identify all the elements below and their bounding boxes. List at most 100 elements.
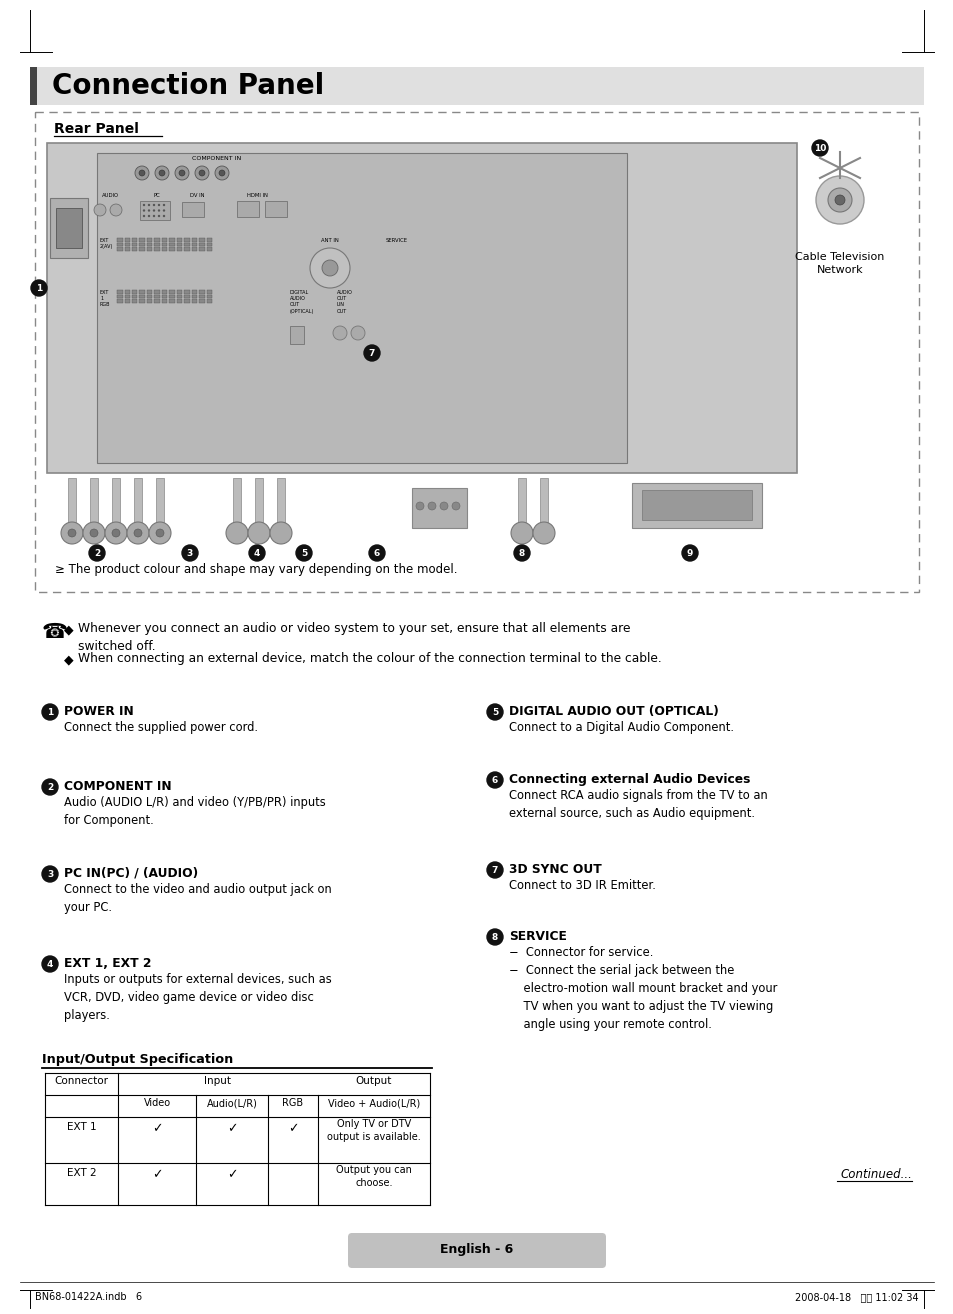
Bar xyxy=(147,247,152,251)
Bar xyxy=(97,152,626,463)
Bar xyxy=(56,208,82,248)
Circle shape xyxy=(811,141,827,156)
Bar xyxy=(132,294,137,298)
Text: Whenever you connect an audio or video system to your set, ensure that all eleme: Whenever you connect an audio or video s… xyxy=(78,622,630,653)
Bar xyxy=(182,202,204,217)
Text: Only TV or DTV
output is available.: Only TV or DTV output is available. xyxy=(327,1120,420,1142)
Bar xyxy=(132,300,137,302)
Bar xyxy=(207,294,213,298)
Text: ✓: ✓ xyxy=(152,1168,162,1181)
Bar xyxy=(125,247,130,251)
Text: SERVICE: SERVICE xyxy=(386,238,408,243)
Circle shape xyxy=(174,166,189,180)
Text: COMPONENT IN: COMPONENT IN xyxy=(64,781,172,794)
Bar xyxy=(162,243,168,246)
Bar xyxy=(139,290,145,293)
Bar xyxy=(140,201,170,219)
Text: EXT 1, EXT 2: EXT 1, EXT 2 xyxy=(64,957,152,970)
Circle shape xyxy=(61,522,83,544)
Bar xyxy=(117,247,122,251)
Text: ◆: ◆ xyxy=(64,653,73,666)
Bar xyxy=(139,243,145,246)
Bar xyxy=(177,238,182,242)
Circle shape xyxy=(143,209,145,212)
Text: AUDIO
OUT
LIN
OUT: AUDIO OUT LIN OUT xyxy=(336,290,353,314)
Bar xyxy=(199,294,205,298)
Text: POWER IN: POWER IN xyxy=(64,706,133,717)
Bar xyxy=(162,290,168,293)
Circle shape xyxy=(270,522,292,544)
Bar xyxy=(132,247,137,251)
Text: Connect to the video and audio output jack on
your PC.: Connect to the video and audio output ja… xyxy=(64,883,332,915)
Text: EXT: EXT xyxy=(100,290,110,296)
Circle shape xyxy=(533,522,555,544)
Bar xyxy=(147,238,152,242)
Text: PC: PC xyxy=(153,193,160,198)
Text: Output: Output xyxy=(355,1076,392,1085)
Bar xyxy=(207,243,213,246)
Bar xyxy=(192,247,197,251)
Circle shape xyxy=(179,170,185,176)
Circle shape xyxy=(163,204,165,206)
Circle shape xyxy=(42,866,58,882)
Text: Connect to a Digital Audio Component.: Connect to a Digital Audio Component. xyxy=(509,721,733,735)
Text: AUDIO: AUDIO xyxy=(101,193,118,198)
Circle shape xyxy=(156,530,164,537)
Text: ✓: ✓ xyxy=(227,1122,237,1135)
Bar xyxy=(112,478,120,523)
Bar xyxy=(139,300,145,302)
Bar xyxy=(47,143,796,473)
Bar xyxy=(517,478,525,523)
Bar xyxy=(132,238,137,242)
Bar xyxy=(68,478,76,523)
Bar xyxy=(154,238,160,242)
FancyBboxPatch shape xyxy=(348,1233,605,1268)
Text: COMPONENT IN: COMPONENT IN xyxy=(193,156,241,162)
Text: 2008-04-18   오전 11:02 34: 2008-04-18 오전 11:02 34 xyxy=(795,1292,918,1302)
Text: Connection Panel: Connection Panel xyxy=(52,72,324,100)
Text: 9: 9 xyxy=(686,549,693,558)
Text: 4: 4 xyxy=(47,961,53,968)
Circle shape xyxy=(827,188,851,212)
Bar xyxy=(199,238,205,242)
Bar xyxy=(125,294,130,298)
Bar xyxy=(117,290,122,293)
Bar xyxy=(132,290,137,293)
Circle shape xyxy=(249,545,265,561)
Circle shape xyxy=(439,502,448,510)
Bar xyxy=(154,300,160,302)
Bar xyxy=(154,290,160,293)
Bar xyxy=(117,243,122,246)
Bar xyxy=(412,487,467,528)
Circle shape xyxy=(135,166,149,180)
Circle shape xyxy=(834,194,844,205)
Circle shape xyxy=(369,545,385,561)
Bar xyxy=(154,294,160,298)
Bar xyxy=(139,238,145,242)
Circle shape xyxy=(511,522,533,544)
Text: Output you can
choose.: Output you can choose. xyxy=(335,1166,412,1188)
Text: ✓: ✓ xyxy=(152,1122,162,1135)
Bar xyxy=(90,478,98,523)
Bar xyxy=(132,243,137,246)
Bar xyxy=(199,300,205,302)
Bar xyxy=(184,294,190,298)
Text: RGB: RGB xyxy=(282,1099,303,1108)
Circle shape xyxy=(127,522,149,544)
Bar xyxy=(192,300,197,302)
Circle shape xyxy=(157,214,160,217)
Text: 6: 6 xyxy=(492,777,497,784)
Bar xyxy=(170,238,174,242)
Text: Connect the supplied power cord.: Connect the supplied power cord. xyxy=(64,721,257,735)
Circle shape xyxy=(486,773,502,788)
Circle shape xyxy=(42,704,58,720)
Circle shape xyxy=(133,530,142,537)
Text: 8: 8 xyxy=(492,933,497,942)
Circle shape xyxy=(226,522,248,544)
Bar xyxy=(184,247,190,251)
Circle shape xyxy=(452,502,459,510)
Text: 7: 7 xyxy=(492,866,497,875)
Bar xyxy=(290,326,304,344)
Circle shape xyxy=(157,209,160,212)
Circle shape xyxy=(148,214,150,217)
